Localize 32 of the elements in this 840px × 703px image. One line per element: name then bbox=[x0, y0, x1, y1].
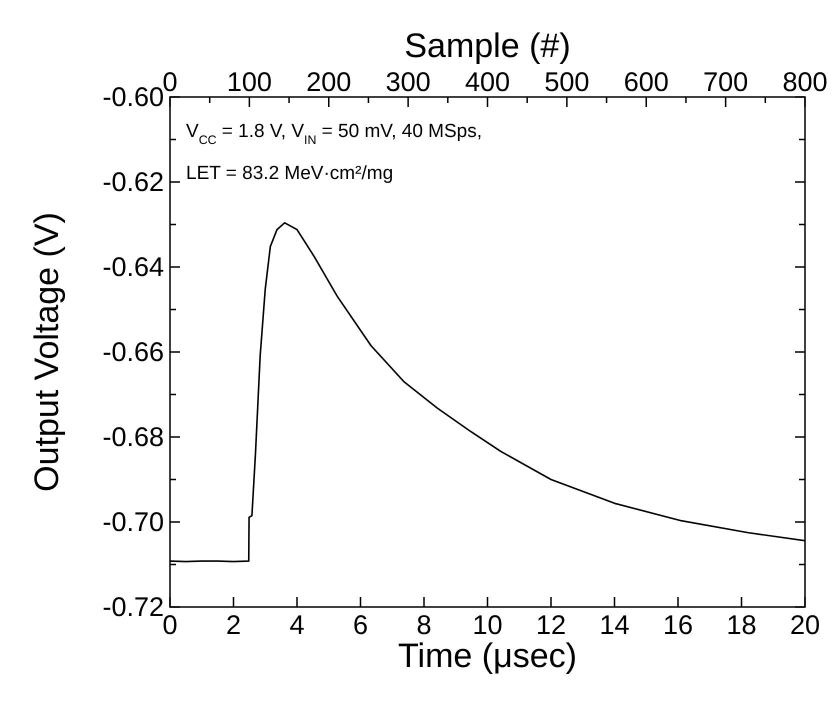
x-tick-label: 6 bbox=[352, 610, 368, 640]
y-tick-label: -0.64 bbox=[102, 252, 164, 282]
x2-tick-label: 100 bbox=[226, 67, 272, 97]
x2-tick-label: 0 bbox=[162, 67, 178, 97]
x-tick-label: 4 bbox=[289, 610, 305, 640]
x-tick-label: 16 bbox=[662, 610, 694, 640]
x-tick-label: 12 bbox=[536, 610, 566, 640]
x2-tick-label: 500 bbox=[544, 67, 590, 97]
x2-tick-label: 400 bbox=[464, 67, 510, 97]
x-tick-label: 18 bbox=[726, 610, 757, 640]
x2-tick-label: 600 bbox=[624, 67, 669, 97]
annotation: V$_{CC}$ = 1.8 V, V$_{IN}$ = 50 mV, 40 MSps, bbox=[186, 121, 482, 147]
y-axis-title: Output Voltage (V) bbox=[28, 212, 66, 492]
x-tick-label: 14 bbox=[599, 610, 630, 640]
x-tick-label: 2 bbox=[226, 610, 242, 640]
x2-tick-label: 700 bbox=[703, 67, 748, 97]
x-tick-label: 20 bbox=[790, 610, 820, 640]
x-tick-label: 0 bbox=[162, 610, 178, 640]
x2-axis-title: Sample (#) bbox=[404, 27, 571, 65]
y-tick-label: -0.72 bbox=[102, 592, 164, 622]
x2-tick-label: 300 bbox=[386, 67, 431, 97]
y-tick-label: -0.70 bbox=[102, 507, 164, 537]
x-tick-label: 10 bbox=[472, 610, 503, 640]
x2-tick-label: 800 bbox=[782, 67, 828, 97]
x2-tick-label: 200 bbox=[306, 67, 352, 97]
y-tick-label: -0.60 bbox=[102, 82, 164, 112]
annotation: LET = 83.2 MeV·cm²/mg bbox=[186, 163, 394, 184]
x-axis-title: Time (μsec) bbox=[398, 637, 577, 675]
y-tick-label: -0.62 bbox=[102, 167, 164, 197]
y-tick-label: -0.68 bbox=[102, 422, 164, 452]
x-tick-label: 8 bbox=[416, 610, 432, 640]
y-tick-label: -0.66 bbox=[102, 337, 164, 367]
